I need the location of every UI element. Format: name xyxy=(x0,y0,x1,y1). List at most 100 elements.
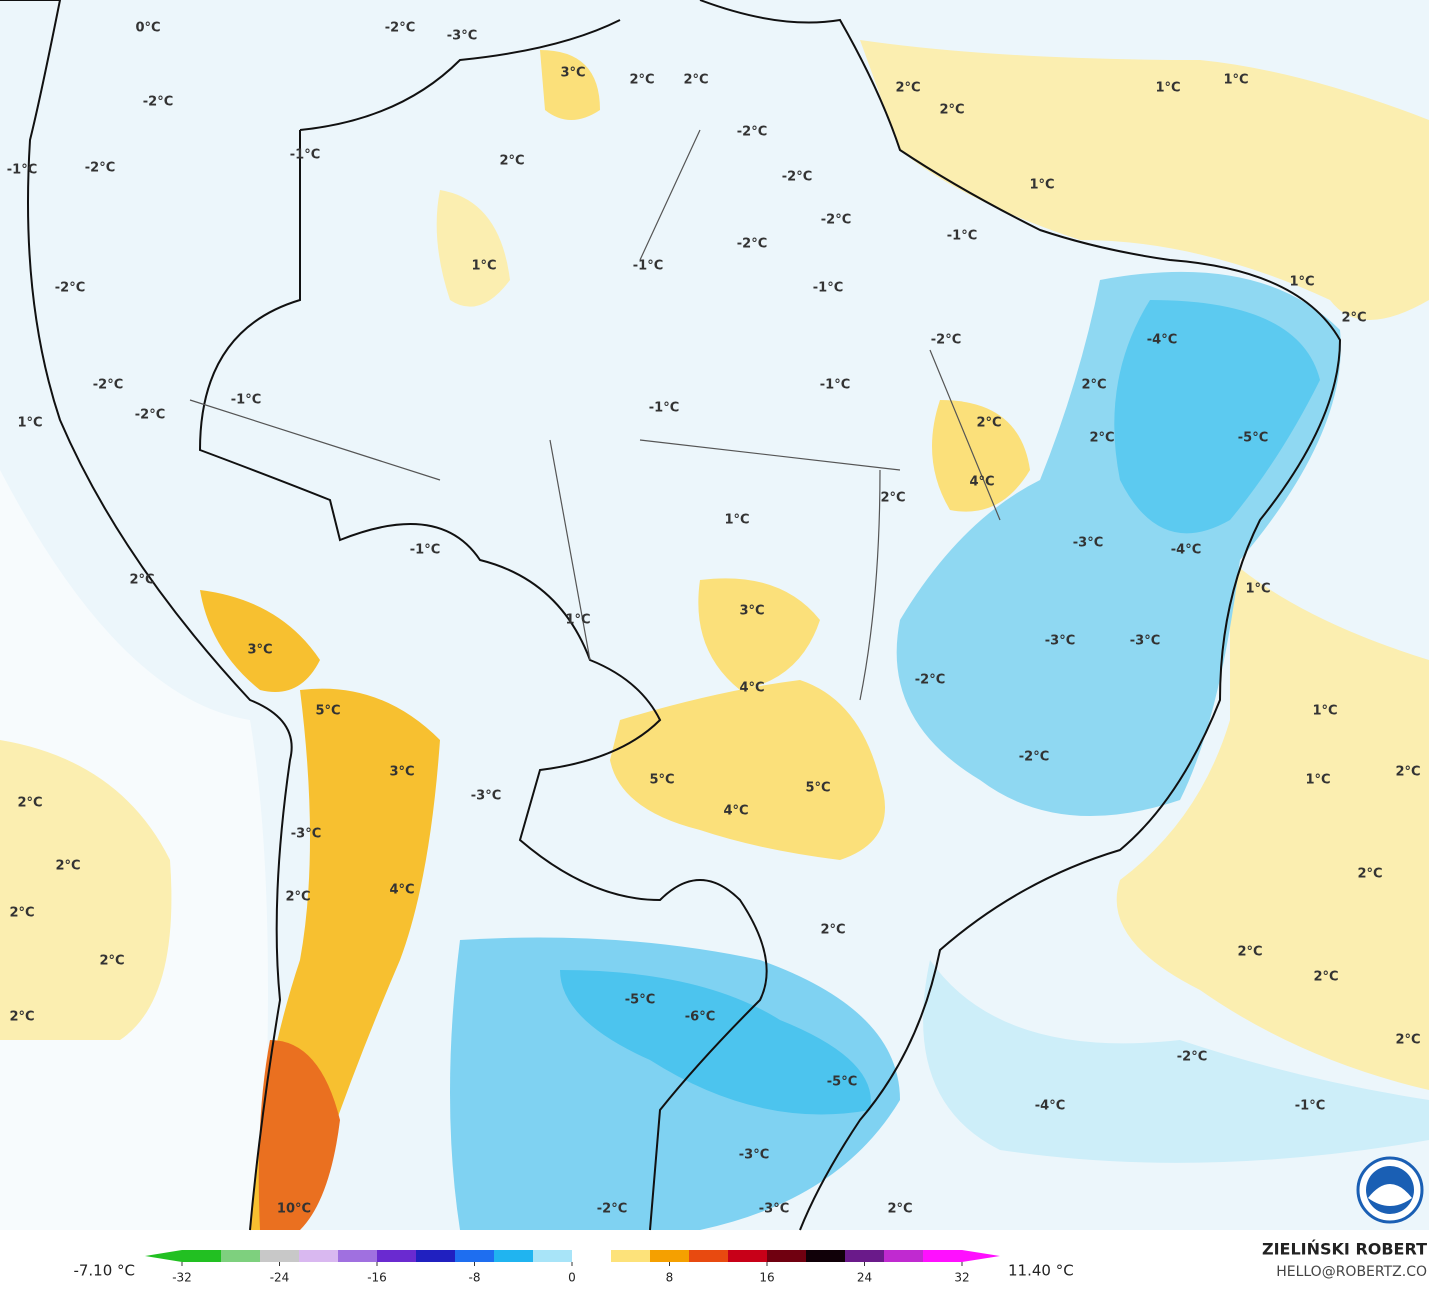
colorbar-segment xyxy=(221,1250,261,1262)
temp-label: 1°C xyxy=(1029,178,1054,193)
temp-label: -1°C xyxy=(410,543,440,558)
temp-label: 5°C xyxy=(315,704,340,719)
temp-label: 2°C xyxy=(895,81,920,96)
temp-label: -1°C xyxy=(820,378,850,393)
temp-label: -3°C xyxy=(291,827,321,842)
temp-label: 2°C xyxy=(17,796,42,811)
temp-label: 2°C xyxy=(629,73,654,88)
temp-label: -3°C xyxy=(447,29,477,44)
temp-label: 2°C xyxy=(129,573,154,588)
temp-label: 1°C xyxy=(1312,704,1337,719)
colorbar-segment xyxy=(767,1250,807,1262)
temp-label: -2°C xyxy=(737,237,767,252)
temp-label: -2°C xyxy=(135,408,165,423)
temp-label: -2°C xyxy=(597,1202,627,1217)
temp-label: 1°C xyxy=(565,613,590,628)
colorbar-segment xyxy=(611,1250,651,1262)
temp-label: -2°C xyxy=(737,125,767,140)
colorbar-tick-label: 32 xyxy=(954,1271,969,1285)
temp-label: 2°C xyxy=(820,923,845,938)
temp-label: 5°C xyxy=(649,773,674,788)
temp-label: -1°C xyxy=(231,393,261,408)
temp-label: -1°C xyxy=(1295,1099,1325,1114)
temp-label: -2°C xyxy=(782,170,812,185)
colorbar-tick-label: -24 xyxy=(270,1271,290,1285)
noaa-logo xyxy=(1356,1156,1424,1224)
temp-label: -3°C xyxy=(759,1202,789,1217)
colorbar-segment xyxy=(182,1250,222,1262)
temp-label: -2°C xyxy=(55,281,85,296)
colorbar-segment xyxy=(884,1250,924,1262)
temp-label: 2°C xyxy=(285,890,310,905)
colorbar-segment xyxy=(923,1250,963,1262)
temp-label: -3°C xyxy=(739,1148,769,1163)
colorbar-end xyxy=(962,1250,1000,1262)
colorbar-segment xyxy=(650,1250,690,1262)
colorbar-tick-label: -16 xyxy=(367,1271,387,1285)
temp-label: 2°C xyxy=(1237,945,1262,960)
colorbar-segment xyxy=(689,1250,729,1262)
temp-label: 2°C xyxy=(1395,765,1420,780)
temp-label: -5°C xyxy=(625,993,655,1008)
temp-label: -1°C xyxy=(947,229,977,244)
colorbar-segment xyxy=(845,1250,885,1262)
temp-label: -4°C xyxy=(1171,543,1201,558)
min-label: -7.10 °C xyxy=(73,1262,135,1280)
temp-label: -1°C xyxy=(649,401,679,416)
colorbar: -32 -24 -16 -8 0 8 16 24 32 xyxy=(145,1250,1000,1285)
temp-label: -1°C xyxy=(290,148,320,163)
colorbar-segment xyxy=(533,1250,573,1262)
temp-label: 3°C xyxy=(739,604,764,619)
colorbar-segment xyxy=(728,1250,768,1262)
temp-label: 2°C xyxy=(9,906,34,921)
email: HELLO@ROBERTZ.CO xyxy=(1276,1264,1427,1280)
temp-label: 4°C xyxy=(969,475,994,490)
max-label: 11.40 °C xyxy=(1008,1262,1074,1280)
temp-label: -3°C xyxy=(1130,634,1160,649)
colorbar-segment xyxy=(260,1250,300,1262)
temp-label: 2°C xyxy=(55,859,80,874)
colorbar-segment xyxy=(338,1250,378,1262)
temp-label: -3°C xyxy=(471,789,501,804)
colorbar-tick-label: 0 xyxy=(568,1271,576,1285)
temp-label: -4°C xyxy=(1147,333,1177,348)
temp-label: -1°C xyxy=(813,281,843,296)
temp-label: 1°C xyxy=(1289,275,1314,290)
colorbar-tick-label: -32 xyxy=(172,1271,192,1285)
colorbar-tick-label: 8 xyxy=(666,1271,674,1285)
temp-label: 2°C xyxy=(1081,378,1106,393)
temp-label: 4°C xyxy=(723,804,748,819)
temp-label: -6°C xyxy=(685,1010,715,1025)
temp-label: -4°C xyxy=(1035,1099,1065,1114)
temperature-labels: 0°C -2°C -3°C 3°C 2°C 2°C 2°C 2°C 1°C 1°C -2°C -2°C… xyxy=(7,21,1421,1217)
temp-label: 2°C xyxy=(1395,1033,1420,1048)
temp-label: -1°C xyxy=(7,163,37,178)
temp-label: -2°C xyxy=(385,21,415,36)
temp-label: 1°C xyxy=(1305,773,1330,788)
temp-label: -2°C xyxy=(821,213,851,228)
temp-label: -2°C xyxy=(931,333,961,348)
colorbar-segment xyxy=(299,1250,339,1262)
colorbar-segment xyxy=(572,1250,612,1262)
temp-label: -2°C xyxy=(1019,750,1049,765)
temp-label: 2°C xyxy=(1313,970,1338,985)
temp-label: 10°C xyxy=(277,1202,311,1217)
temp-label: 2°C xyxy=(887,1202,912,1217)
temp-label: -2°C xyxy=(85,161,115,176)
temp-label: 3°C xyxy=(560,66,585,81)
colorbar-tick-label: 24 xyxy=(857,1271,872,1285)
temp-label: -1°C xyxy=(633,259,663,274)
temp-label: 1°C xyxy=(1155,81,1180,96)
temp-label: 1°C xyxy=(17,416,42,431)
temp-label: 1°C xyxy=(1245,582,1270,597)
temp-label: 2°C xyxy=(1357,867,1382,882)
temp-label: 2°C xyxy=(99,954,124,969)
temp-label: -2°C xyxy=(1177,1050,1207,1065)
temp-label: 3°C xyxy=(247,643,272,658)
temp-label: 4°C xyxy=(739,681,764,696)
colorbar-segment xyxy=(377,1250,417,1262)
author: ZIELIŃSKI ROBERT xyxy=(1262,1240,1427,1259)
temp-label: 4°C xyxy=(389,883,414,898)
map-background xyxy=(0,0,1429,1231)
temp-label: 2°C xyxy=(1089,431,1114,446)
